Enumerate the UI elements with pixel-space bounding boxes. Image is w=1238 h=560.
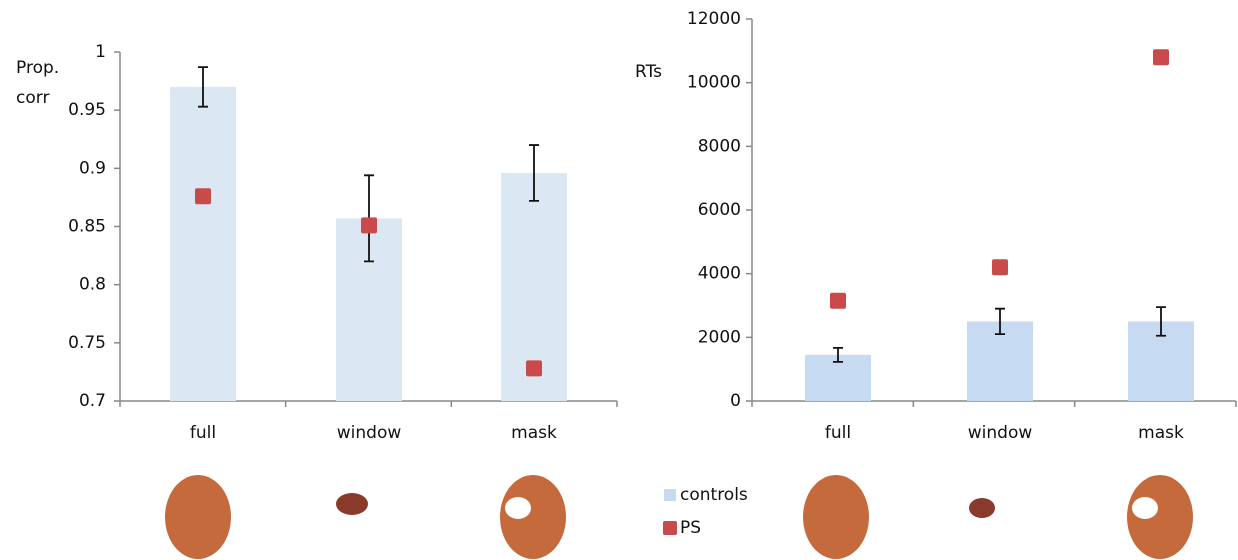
- y-tick-label: 0.95: [68, 100, 106, 120]
- ps-marker: [526, 360, 542, 377]
- face-mask: [500, 475, 566, 559]
- face-window: [969, 498, 995, 518]
- ps-marker: [1153, 49, 1169, 66]
- mask-hole: [1132, 497, 1158, 519]
- x-tick-label: window: [337, 423, 402, 443]
- error-bar: [833, 346, 843, 363]
- error-bar: [1156, 306, 1166, 337]
- x-tick-label: full: [825, 423, 851, 443]
- bar: [170, 86, 236, 402]
- face-full: [803, 475, 869, 559]
- face-full: [165, 475, 231, 559]
- y-tick-label: 6000: [698, 200, 741, 220]
- ps-marker: [361, 217, 377, 234]
- y-tick-label: 8000: [698, 136, 741, 156]
- y-tick-label: 0.85: [68, 217, 106, 237]
- face-window: [336, 493, 368, 515]
- y-tick-label: 2000: [698, 327, 741, 347]
- x-tick-label: mask: [511, 423, 557, 443]
- ps-marker: [992, 259, 1008, 276]
- y-tick-label: 10000: [687, 73, 741, 93]
- y-axis-label: corr: [16, 88, 49, 108]
- error-bar: [198, 66, 208, 108]
- y-tick-label: 0.8: [79, 275, 106, 295]
- ps-marker: [195, 188, 211, 205]
- y-tick-label: 4000: [698, 264, 741, 284]
- ps-marker: [830, 292, 846, 309]
- x-tick-label: mask: [1138, 423, 1184, 443]
- error-bar: [529, 144, 539, 202]
- y-tick-label: 0: [730, 391, 741, 411]
- mask-hole: [505, 497, 531, 519]
- error-bar: [995, 307, 1005, 336]
- x-tick-label: window: [968, 423, 1033, 443]
- legend-swatch: [664, 489, 676, 501]
- y-axis-label: RTs: [635, 62, 662, 82]
- y-tick-label: 0.75: [68, 333, 106, 353]
- legend-label: controls: [680, 485, 748, 505]
- y-tick-label: 12000: [687, 9, 741, 29]
- x-tick-label: full: [190, 423, 216, 443]
- y-axis-label: Prop.: [16, 58, 59, 78]
- y-tick-label: 1: [95, 42, 106, 62]
- legend-label: PS: [680, 518, 701, 538]
- face-mask: [1127, 475, 1193, 559]
- face-images: [165, 475, 1193, 559]
- legend-swatch: [663, 521, 677, 535]
- y-tick-label: 0.7: [79, 391, 106, 411]
- y-tick-label: 0.9: [79, 158, 106, 178]
